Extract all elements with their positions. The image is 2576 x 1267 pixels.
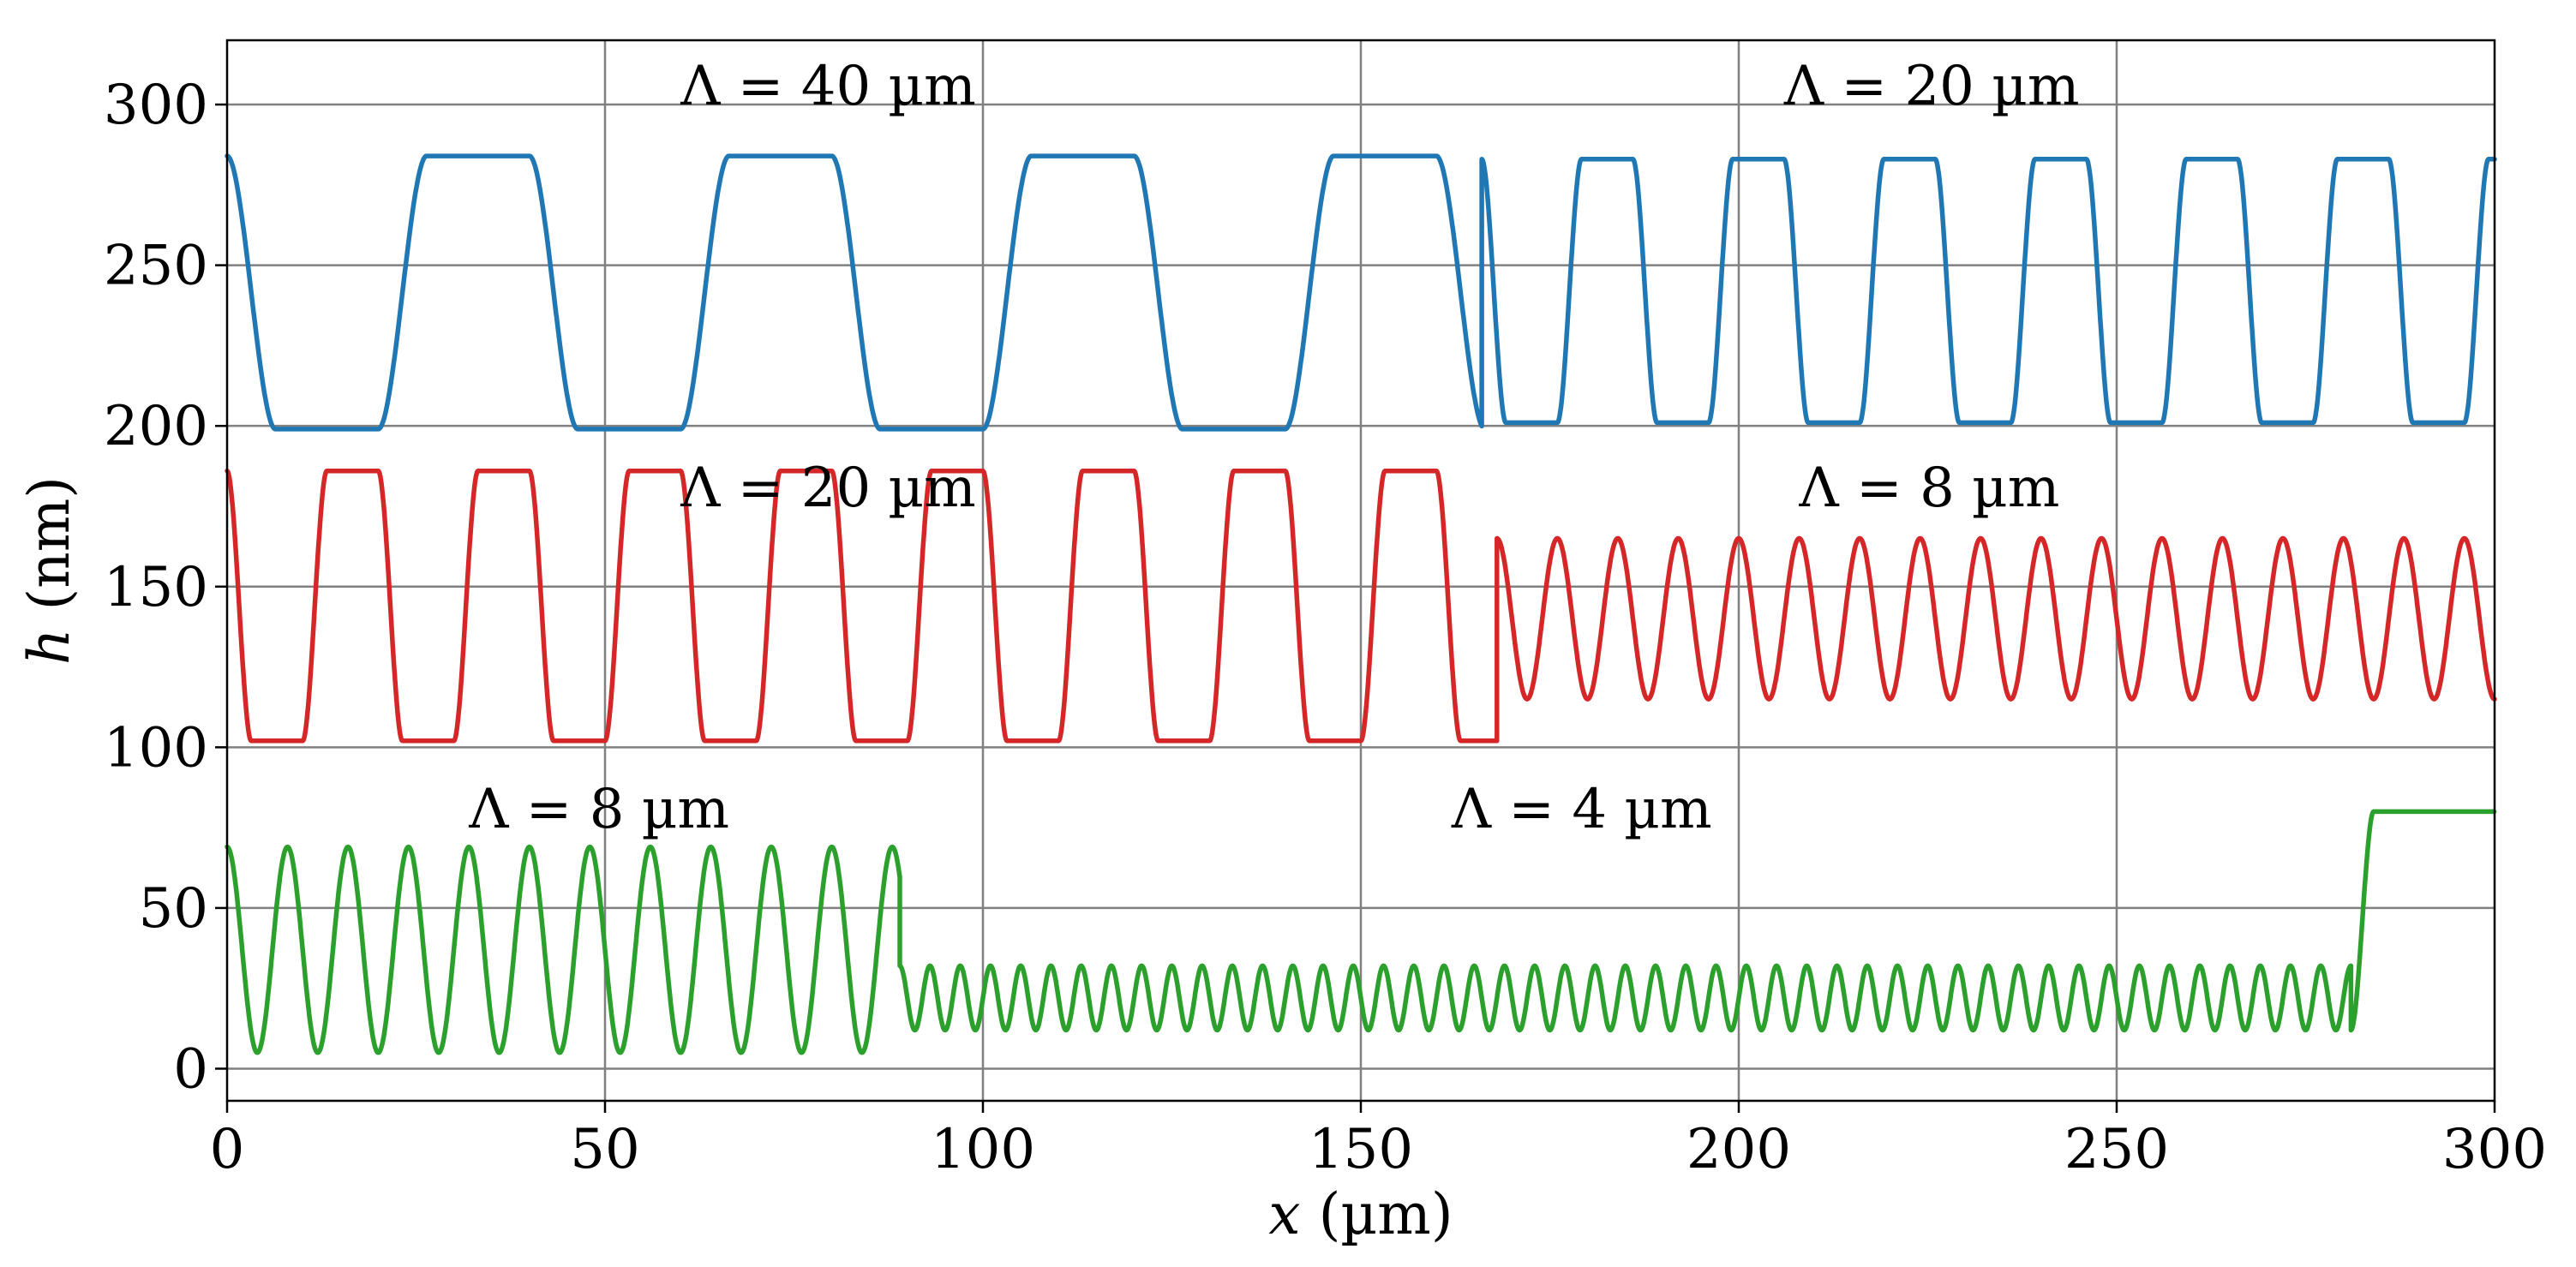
y-axis-label: h (nm) (16, 476, 82, 665)
period-annotation: Λ = 4 µm (1451, 778, 1712, 841)
series-line-1 (225, 468, 2497, 744)
ticks: 0 50 100 150 200 250 300 0 50 100 150 200 250 300 (104, 74, 2547, 1181)
x-tick-label: 300 (2442, 1118, 2547, 1181)
y-tick-label: 300 (104, 74, 208, 137)
series-line-2 (225, 809, 2497, 1055)
y-tick-label: 50 (139, 877, 208, 941)
y-tick-label: 150 (104, 556, 208, 619)
annotations: Λ = 40 µm Λ = 20 µm Λ = 20 µm Λ = 8 µm Λ = 8… (468, 55, 2079, 841)
y-tick-label: 250 (104, 235, 208, 298)
series-line-0 (225, 153, 2497, 432)
x-tick-label: 150 (1309, 1118, 1413, 1181)
x-tick-label: 50 (570, 1118, 639, 1181)
period-annotation: Λ = 20 µm (1783, 55, 2080, 118)
x-tick-label: 100 (931, 1118, 1035, 1181)
x-tick-label: 0 (210, 1118, 245, 1181)
y-tick-label: 0 (173, 1037, 208, 1101)
grid (227, 40, 2495, 1101)
period-annotation: Λ = 40 µm (680, 55, 976, 118)
x-tick-label: 250 (2064, 1118, 2169, 1181)
series-group (225, 153, 2497, 1055)
y-tick-label: 200 (104, 395, 208, 458)
period-annotation: Λ = 20 µm (680, 457, 976, 520)
y-tick-label: 100 (104, 716, 208, 780)
period-annotation: Λ = 8 µm (468, 778, 729, 841)
x-tick-label: 200 (1686, 1118, 1791, 1181)
period-annotation: Λ = 8 µm (1799, 457, 2060, 520)
x-axis-label: x (µm) (1268, 1181, 1453, 1247)
